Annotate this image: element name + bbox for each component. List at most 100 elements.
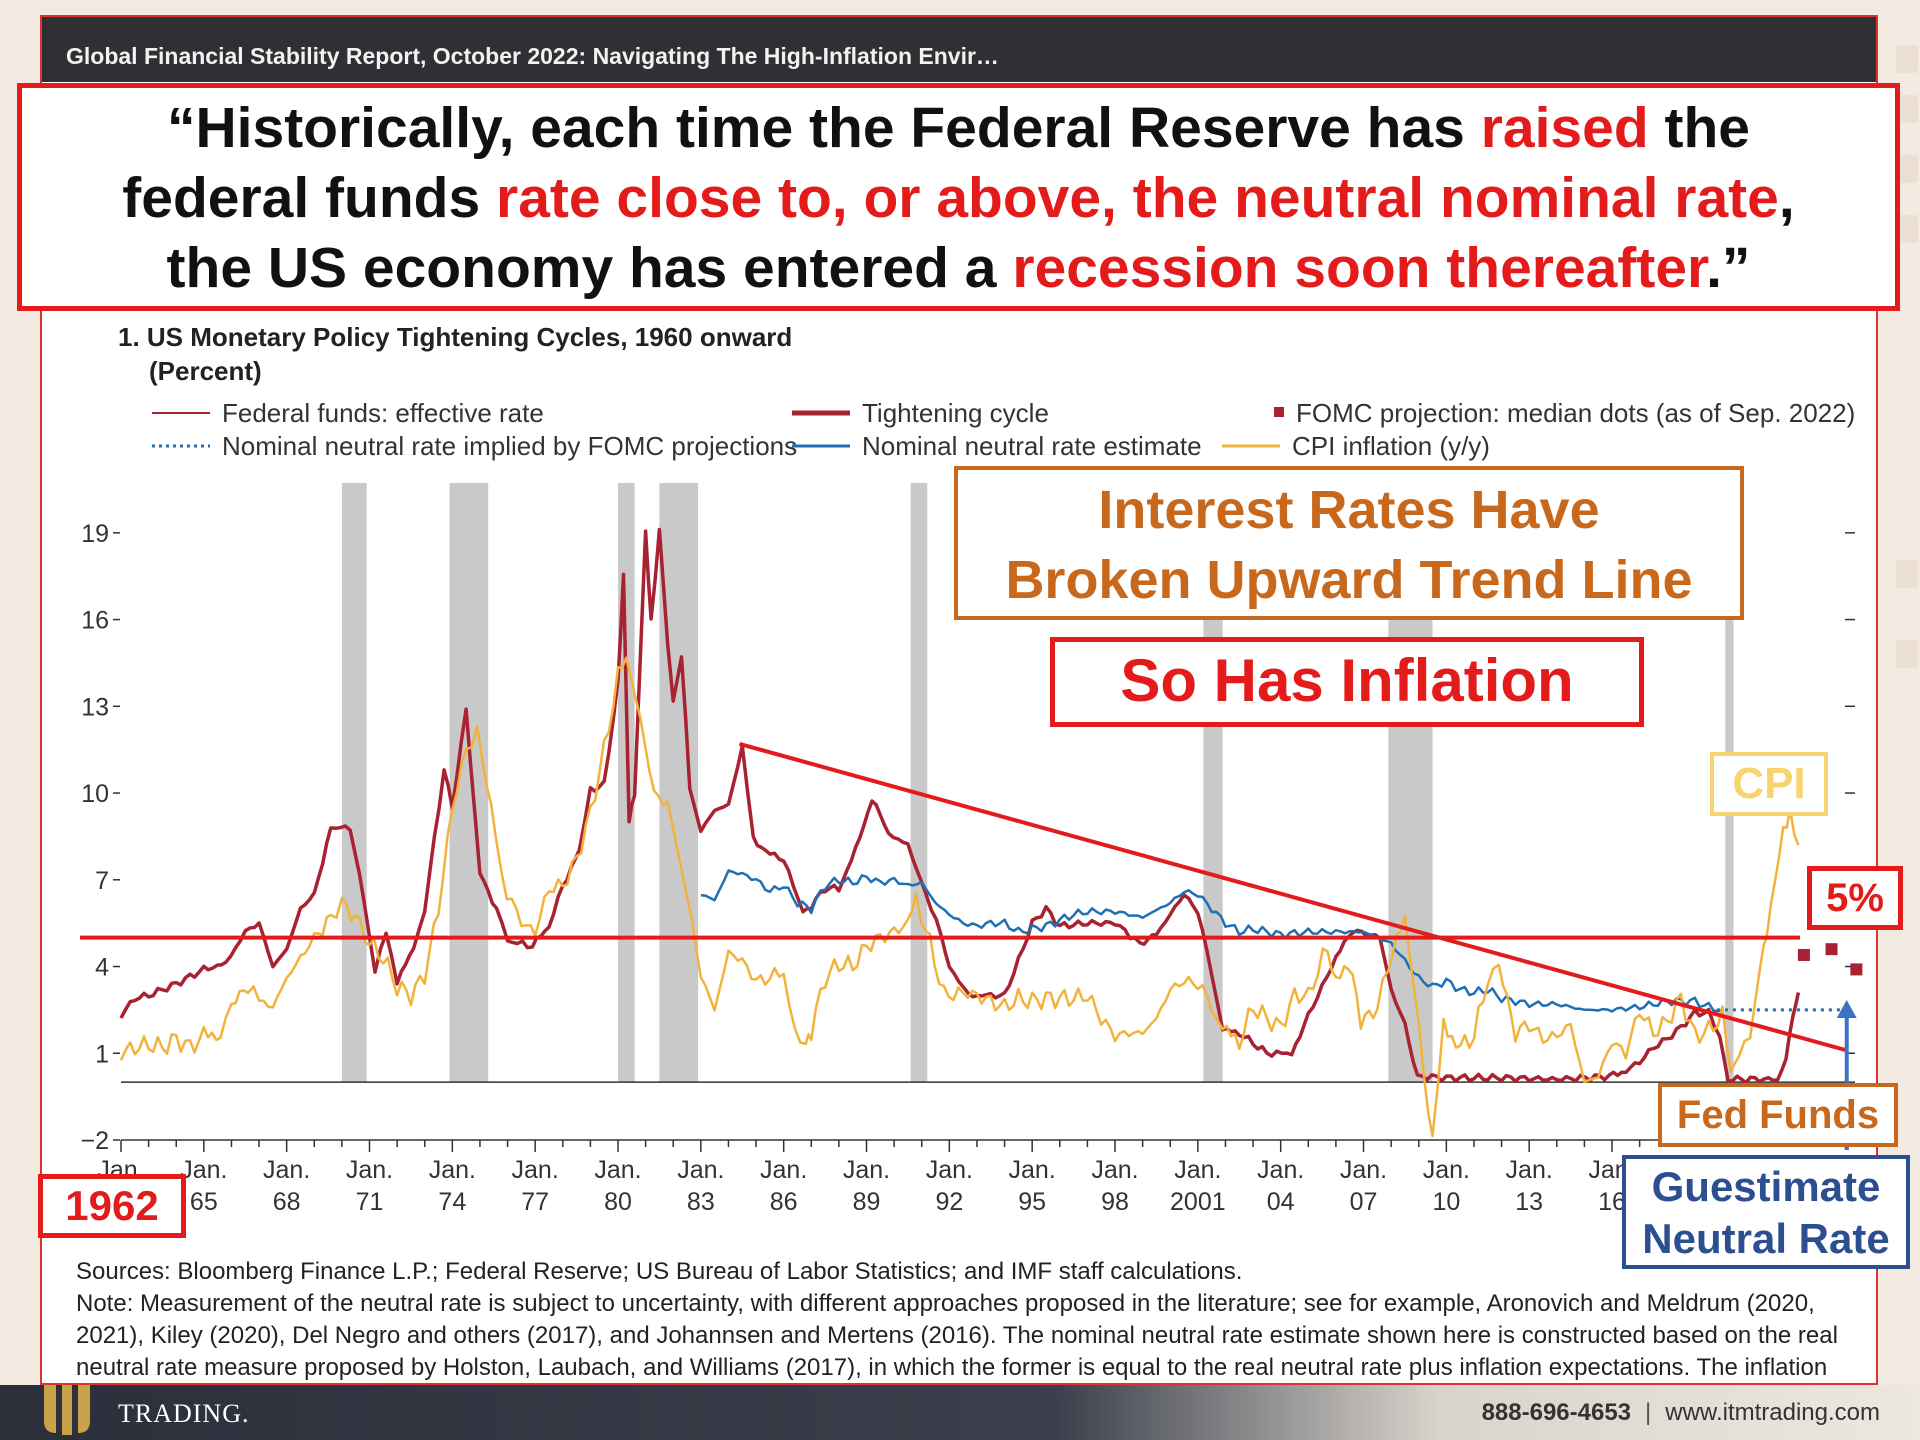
y-tick-label: 1 <box>95 1040 109 1068</box>
quote-segment: the US economy has entered a <box>166 236 1013 300</box>
x-tick-label: 16 <box>1598 1188 1626 1216</box>
cpi-callout-text: CPI <box>1732 759 1806 808</box>
fed-funds-callout: Fed Funds <box>1658 1083 1898 1147</box>
chart-notes: Sources: Bloomberg Finance L.P.; Federal… <box>76 1256 1866 1384</box>
x-tick-label: 95 <box>1018 1188 1046 1216</box>
cpi-callout: CPI <box>1710 752 1828 816</box>
x-tick-label: 13 <box>1515 1188 1543 1216</box>
legend-label: Nominal neutral rate estimate <box>862 431 1202 461</box>
x-tick-label: 89 <box>853 1188 881 1216</box>
website-link[interactable]: www.itmtrading.com <box>1665 1399 1880 1426</box>
x-tick-label: Jan. <box>677 1156 724 1184</box>
x-tick-label: Jan. <box>594 1156 641 1184</box>
fed-funds-line <box>119 527 1801 1085</box>
y-tick-label: 16 <box>81 607 109 635</box>
x-tick-label: 74 <box>438 1188 466 1216</box>
window-titlebar: Global Financial Stability Report, Octob… <box>42 17 1876 82</box>
cpi-line <box>119 656 1800 1138</box>
y-tick-label: 7 <box>95 867 109 895</box>
legend-label: Federal funds: effective rate <box>222 398 544 428</box>
chart-axes: −2 1 4 7 10 13 16 19 Jan. Jan. 65 Jan. 68 Jan. 71 Jan. 7… <box>80 520 1855 1216</box>
inflation-callout-text: So Has Inflation <box>1120 647 1574 714</box>
quote-emphasis: raised <box>1480 96 1649 160</box>
x-tick-label: Jan. <box>843 1156 890 1184</box>
footer-contact: 888-696-4653 | www.itmtrading.com <box>1482 1399 1880 1427</box>
x-tick-label: Jan. <box>429 1156 476 1184</box>
start-year-text: 1962 <box>65 1182 159 1229</box>
footer-bar: TRADING. 888-696-4653 | www.itmtrading.com <box>0 1385 1920 1440</box>
chart-heading: 1. US Monetary Policy Tightening Cycles,… <box>118 320 792 388</box>
x-tick-label: Jan. <box>926 1156 973 1184</box>
neutral-estimate-line <box>700 869 1723 1013</box>
x-tick-label: 98 <box>1101 1188 1129 1216</box>
x-tick-label: 10 <box>1432 1188 1460 1216</box>
sources-text: Sources: Bloomberg Finance L.P.; Federal… <box>76 1258 1243 1285</box>
quote-text: “Historically, each time the Federal Res… <box>22 93 1895 303</box>
quote-line: “Historically, each time the Federal Res… <box>22 93 1895 163</box>
x-tick-label: Jan. <box>263 1156 310 1184</box>
neutral-rate-callout: Guestimate Neutral Rate <box>1622 1155 1910 1269</box>
x-tick-label: 71 <box>356 1188 384 1216</box>
trend-line <box>738 741 1848 1053</box>
legend-swatch-icon <box>152 412 210 414</box>
x-tick-label: 2001 <box>1170 1188 1226 1216</box>
legend-swatch-icon <box>792 444 850 448</box>
x-tick-label: 92 <box>935 1188 963 1216</box>
x-tick-label: Jan. <box>1174 1156 1221 1184</box>
y-tick-label: 10 <box>81 780 109 808</box>
itm-logo-icon <box>44 1385 90 1435</box>
fomc-dot <box>1825 943 1838 956</box>
x-tick-label: 80 <box>604 1188 632 1216</box>
arrow-up-icon <box>1836 1000 1857 1018</box>
recession-band <box>910 483 928 1083</box>
recession-band <box>341 483 367 1083</box>
quote-line: the US economy has entered a recession s… <box>22 233 1895 303</box>
x-tick-label: 83 <box>687 1188 715 1216</box>
legend-swatch-icon <box>1274 407 1284 417</box>
quote-emphasis: recession soon thereafter <box>1012 236 1707 300</box>
start-year-callout: 1962 <box>38 1174 186 1238</box>
legend-label: Tightening cycle <box>862 398 1049 428</box>
quote-line: federal funds rate close to, or above, t… <box>22 163 1895 233</box>
recession-bands <box>341 483 1734 1083</box>
phone-link[interactable]: 888-696-4653 <box>1481 1399 1632 1426</box>
recession-band <box>618 483 635 1083</box>
recession-band <box>1203 483 1223 1083</box>
trend-callout: Interest Rates Have Broken Upward Trend … <box>954 466 1744 620</box>
x-tick-label: 65 <box>190 1188 218 1216</box>
fed-funds-text: Fed Funds <box>1676 1093 1880 1137</box>
x-tick-label: Jan. <box>1506 1156 1553 1184</box>
recession-band <box>659 483 699 1083</box>
quote-segment: federal funds <box>122 166 497 230</box>
legend-label: CPI inflation (y/y) <box>1292 431 1490 461</box>
legend-swatch-icon <box>1222 444 1280 448</box>
x-tick-label: Jan. <box>346 1156 393 1184</box>
x-tick-label: Jan. <box>760 1156 807 1184</box>
chart-legend: Federal funds: effective rate Tightening… <box>150 398 1855 464</box>
legend-label: Nominal neutral rate implied by FOMC pro… <box>222 431 798 461</box>
quote-segment: .” <box>1706 236 1751 300</box>
x-tick-label: Jan. <box>1009 1156 1056 1184</box>
five-percent-callout: 5% <box>1807 866 1903 930</box>
y-tick-label: 4 <box>95 954 109 982</box>
chart-unit: (Percent) <box>149 356 262 386</box>
x-tick-label: 04 <box>1267 1188 1295 1216</box>
trend-callout-line: Broken Upward Trend Line <box>1005 550 1693 610</box>
x-tick-label: 07 <box>1350 1188 1378 1216</box>
fomc-dot <box>1850 963 1863 976</box>
legend-label: FOMC projection: median dots (as of Sep.… <box>1296 398 1856 428</box>
fomc-dot <box>1797 948 1810 961</box>
five-percent-text: 5% <box>1826 876 1884 920</box>
x-tick-label: 86 <box>770 1188 798 1216</box>
y-tick-label: −2 <box>80 1127 109 1155</box>
y-tick-label: 19 <box>81 520 109 548</box>
logo-text: TRADING. <box>118 1399 250 1428</box>
note-text: Note: Measurement of the neutral rate is… <box>76 1290 1838 1381</box>
neutral-callout-line: Neutral Rate <box>1642 1215 1890 1262</box>
legend-swatch-icon <box>152 444 210 448</box>
quote-emphasis: rate close to, or above, the neutral nom… <box>496 166 1779 230</box>
x-tick-label: Jan. <box>1257 1156 1304 1184</box>
chart-series <box>119 527 1863 1138</box>
